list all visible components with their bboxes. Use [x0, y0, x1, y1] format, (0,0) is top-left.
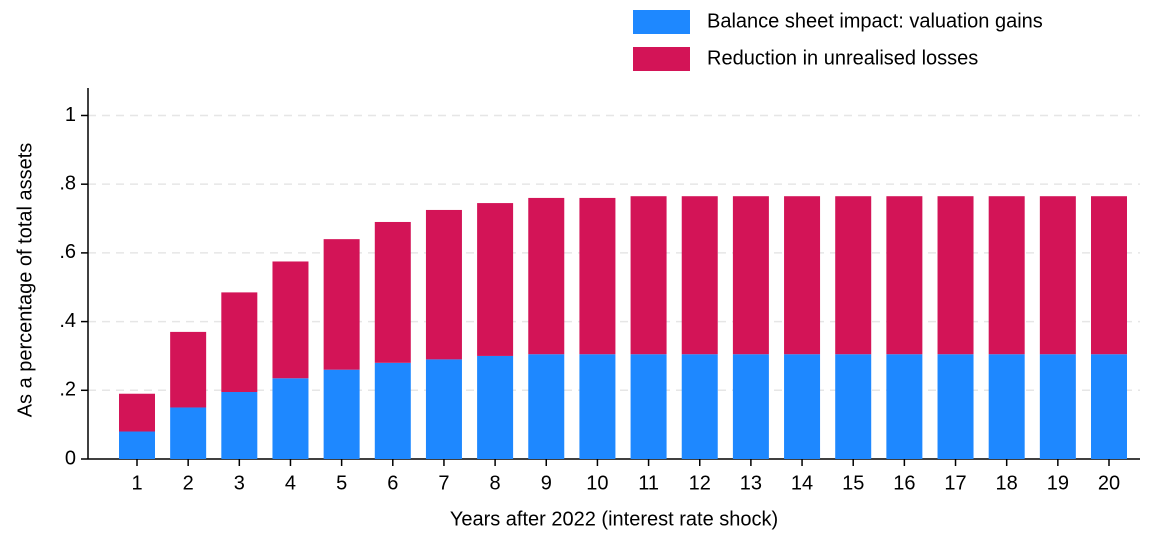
bar-segment [323, 369, 360, 459]
bar-segment [630, 196, 667, 355]
bar-segment [170, 331, 207, 408]
y-tick-label: .2 [59, 379, 76, 401]
bar-segment [1039, 354, 1076, 459]
legend-swatch [633, 10, 690, 34]
bar-segment [937, 354, 974, 459]
bar-segment [1091, 354, 1127, 459]
x-tick-label: 10 [586, 472, 608, 494]
bar-segment [170, 407, 207, 459]
x-axis-title: Years after 2022 (interest rate shock) [450, 508, 778, 530]
bar-segment [886, 354, 923, 459]
bar-segment [681, 196, 718, 355]
x-tick-label: 16 [893, 472, 915, 494]
bar-segment [835, 196, 872, 355]
bar-segment [425, 359, 462, 459]
bar-segment [732, 196, 769, 355]
bar-segment [477, 355, 514, 459]
bar-segment [528, 354, 565, 459]
bar-segment [835, 354, 872, 459]
x-tick-label: 18 [996, 472, 1018, 494]
bar-segment [119, 431, 155, 459]
bar-segment [579, 354, 616, 459]
bar-segment [937, 196, 974, 355]
bar-segment [528, 197, 565, 355]
legend-label: Balance sheet impact: valuation gains [707, 10, 1043, 32]
bar-segment [374, 362, 411, 459]
bar-segment [425, 209, 462, 360]
x-tick-label: 17 [944, 472, 966, 494]
x-tick-label: 19 [1047, 472, 1069, 494]
x-tick-label: 12 [689, 472, 711, 494]
legend-label: Reduction in unrealised losses [707, 47, 978, 69]
x-tick-label: 6 [387, 472, 398, 494]
x-tick-label: 13 [740, 472, 762, 494]
bar-segment [784, 354, 821, 459]
bar-segment [988, 196, 1025, 355]
y-tick-label: .6 [59, 241, 76, 263]
x-tick-label: 20 [1098, 472, 1120, 494]
x-tick-label: 7 [438, 472, 449, 494]
bar-segment [272, 261, 309, 379]
x-tick-label: 14 [791, 472, 813, 494]
x-tick-label: 11 [638, 472, 659, 494]
y-tick-label: .8 [59, 172, 76, 194]
bar-segment [681, 354, 718, 459]
bar-segment [784, 196, 821, 355]
x-tick-label: 5 [336, 472, 347, 494]
bar-segment [988, 354, 1025, 459]
bar-segment [886, 196, 923, 355]
y-axis-title: As a percentage of total assets [14, 143, 36, 418]
bar-segment [119, 393, 155, 432]
legend-swatch [633, 47, 690, 71]
y-tick-label: .4 [59, 310, 76, 332]
bar-segment [323, 239, 360, 370]
bar-segment [272, 378, 309, 459]
x-tick-label: 1 [131, 472, 142, 494]
x-tick-label: 3 [234, 472, 245, 494]
y-tick-label: 1 [65, 104, 76, 126]
bar-segment [477, 203, 514, 356]
bar-segment [221, 392, 258, 459]
bar-segment [579, 197, 616, 355]
bar-segment [732, 354, 769, 459]
x-tick-label: 4 [285, 472, 296, 494]
x-tick-label: 2 [183, 472, 194, 494]
x-tick-label: 8 [490, 472, 501, 494]
bar-segment [1091, 196, 1127, 355]
bar-segment [630, 354, 667, 459]
x-tick-label: 9 [541, 472, 552, 494]
y-tick-label: 0 [65, 447, 76, 469]
bar-segment [374, 221, 411, 363]
bar-segment [221, 292, 258, 393]
bar-segment [1039, 196, 1076, 355]
x-tick-label: 15 [842, 472, 864, 494]
